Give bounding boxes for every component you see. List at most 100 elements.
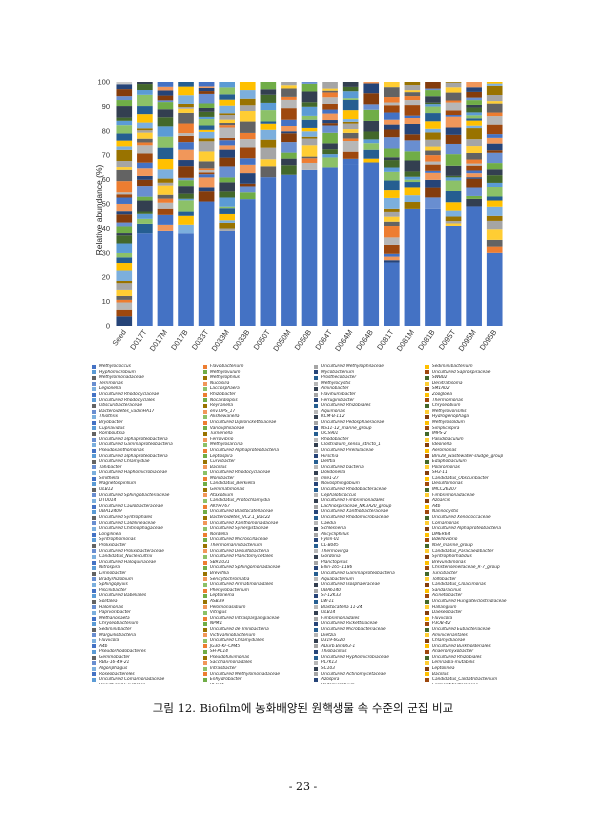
legend-label: Sericytochromatia	[210, 576, 250, 582]
legend-label: Uncultured Xanthomonadaceae	[210, 520, 279, 526]
legend-item: CL-B045	[314, 543, 421, 549]
legend-swatch	[92, 459, 96, 464]
legend-swatch	[425, 644, 429, 649]
legend-item: Uncultured Alphaproteobacteria	[425, 526, 532, 532]
bar-segment	[384, 208, 400, 212]
bar-segment	[486, 169, 503, 176]
x-tick-label: D050B	[293, 328, 314, 352]
legend-swatch	[92, 527, 96, 532]
legend-label: Chlamydiaceae	[432, 638, 466, 644]
legend-label: Leptolinea	[432, 666, 455, 672]
bar-segment	[157, 136, 174, 148]
legend-item: Flavihumibacter	[314, 392, 421, 398]
bar-stack	[486, 82, 503, 326]
bar-segment	[239, 105, 256, 112]
legend-swatch	[314, 370, 318, 375]
legend-swatch	[314, 476, 318, 481]
bar-segment	[137, 114, 153, 123]
bar-segment	[486, 215, 503, 221]
legend-swatch	[203, 437, 207, 442]
legend-item: A4b	[425, 504, 532, 510]
legend-label: Nitrospira	[99, 565, 121, 571]
legend-label: Uncultured Synergistaceae	[210, 526, 269, 532]
legend-item: Reyranella	[203, 403, 310, 409]
legend-item: Thermovirga	[314, 549, 421, 555]
legend-label: Leptonema	[210, 593, 235, 599]
legend-label: Uncultured Xenococcaceae	[432, 515, 491, 521]
legend-label: Candidatus_Cloacimonas	[432, 582, 486, 588]
legend-item: Uncultured Fimbriimonadales	[314, 498, 421, 504]
legend-swatch	[425, 392, 429, 397]
legend-item: Hyphomicrobium	[92, 370, 199, 376]
bar-segment	[466, 91, 482, 98]
bar-segment	[342, 138, 359, 141]
legend-swatch	[314, 510, 318, 515]
legend-swatch	[425, 426, 429, 431]
bar-segment	[281, 165, 297, 175]
legend-item: Uncultured bacteria	[314, 465, 421, 471]
legend-swatch	[92, 655, 96, 660]
legend-item: Enhydrobacter	[203, 677, 310, 683]
legend-label: Uncultured Saprospiraceae	[432, 369, 491, 375]
legend-swatch	[425, 403, 429, 408]
legend-item: SH3-11	[425, 470, 532, 476]
bar-segment	[322, 92, 338, 98]
bar-segment	[486, 95, 503, 102]
bar-segment-main	[116, 316, 133, 326]
legend-item: BIrii28_wastewater-sludge_group	[425, 454, 532, 460]
legend-item: Uncultured Rhodocyclaceae	[92, 392, 199, 398]
bar-segment	[404, 182, 421, 188]
legend-label: Marguilisbacteria	[99, 632, 137, 638]
bar-segment	[486, 206, 503, 216]
legend-swatch	[203, 560, 207, 565]
bar-segment	[486, 143, 503, 151]
bar-segment	[116, 106, 133, 118]
legend-label: UBA6140	[321, 587, 341, 593]
legend-label: Uncultured Gammaproteobacteria	[321, 570, 395, 576]
bar-segment	[466, 152, 482, 160]
bar-segment	[384, 87, 400, 98]
legend-item: Uncultured Haphomicrobiaceae	[92, 470, 199, 476]
legend-swatch	[425, 599, 429, 604]
legend-label: Turicibacter	[432, 570, 458, 576]
legend-item: Uncultured Xenococcaceae	[425, 515, 532, 521]
legend-swatch	[92, 487, 96, 492]
legend-label: Fyllin-01	[321, 537, 340, 543]
bar-segment	[486, 239, 503, 247]
bar-segment	[157, 214, 174, 225]
legend-label: Fimbriimonadales	[321, 615, 360, 621]
bar-segment	[116, 125, 133, 134]
legend-label: Zoogloea	[432, 391, 453, 397]
legend-swatch	[92, 431, 96, 436]
legend-swatch	[92, 482, 96, 487]
bar-segment	[281, 99, 297, 109]
bar-segment	[157, 102, 174, 110]
bar-stack	[198, 82, 215, 326]
legend-label: Aeromonas	[432, 447, 457, 453]
legend-swatch	[203, 431, 207, 436]
legend-swatch	[203, 521, 207, 526]
legend-item: PL7K13	[314, 660, 421, 666]
legend-swatch	[92, 672, 96, 677]
legend-swatch	[92, 594, 96, 599]
legend-swatch	[314, 403, 318, 408]
legend-item: Rhizobacter	[203, 392, 310, 398]
legend-swatch	[203, 499, 207, 504]
legend-item: Hirschia	[314, 454, 421, 460]
legend-item: Gemmobacter	[92, 655, 199, 661]
bar-segment	[445, 127, 462, 135]
y-axis: 0 10 20 30 40 50 60 70 80 90 100	[97, 78, 110, 331]
legend-label: Ellin-165-1186	[321, 565, 353, 571]
bar-segment	[157, 185, 174, 195]
bar-segment	[219, 220, 235, 223]
legend-label: Intrasbacter	[210, 666, 237, 672]
legend-item: Nitrospira	[92, 565, 199, 571]
legend-item: Uncultured Rickettsiaceae	[314, 621, 421, 627]
legend-label: Uncultured Haphomicrobiaceae	[99, 470, 167, 476]
legend-item: Turicibacter	[425, 571, 532, 577]
legend-label: Nannocystis	[432, 509, 459, 515]
legend-swatch	[314, 650, 318, 655]
bar-segment	[486, 246, 503, 253]
legend-label: SH-PL14	[210, 649, 228, 655]
bar-segment	[384, 171, 400, 181]
